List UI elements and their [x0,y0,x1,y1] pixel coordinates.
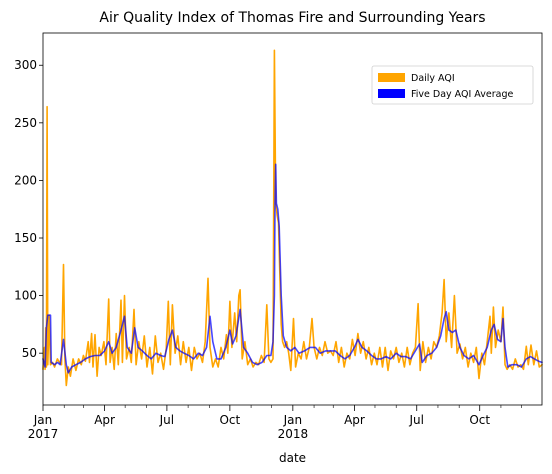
y-tick-label-300: 300 [14,58,37,72]
y-tick-label-200: 200 [14,173,37,187]
x-tick-label-7: Oct [469,413,490,427]
legend-label-0: Daily AQI [411,73,455,84]
x-tick-year-0: 2017 [28,427,59,441]
y-axis: 50 100 150 200 250 300 [14,58,43,360]
y-tick-label-100: 100 [14,289,37,303]
x-tick-year-4: 2018 [278,427,309,441]
legend: Daily AQI Five Day AQI Average [371,65,534,105]
y-tick-label-250: 250 [14,116,37,130]
x-tick-label-6: Jul [408,413,423,427]
legend-frame [371,65,534,105]
x-tick-label-4: Jan [283,413,303,427]
legend-swatch-1 [378,89,405,98]
legend-swatch-0 [378,73,405,82]
x-axis-label: date [279,451,306,465]
five-day-average-series [42,163,543,374]
chart-title: Air Quality Index of Thomas Fire and Sur… [99,10,485,26]
x-tick-label-3: Oct [219,413,240,427]
legend-label-1: Five Day AQI Average [411,89,513,100]
x-tick-label-2: Jul [159,413,174,427]
x-tick-label-1: Apr [94,413,115,427]
plot-area [42,49,543,387]
x-tick-label-0: Jan [33,413,53,427]
five-day-average-line [42,163,543,374]
x-tick-label-5: Apr [344,413,365,427]
y-tick-label-150: 150 [14,231,37,245]
y-tick-label-50: 50 [22,346,37,360]
